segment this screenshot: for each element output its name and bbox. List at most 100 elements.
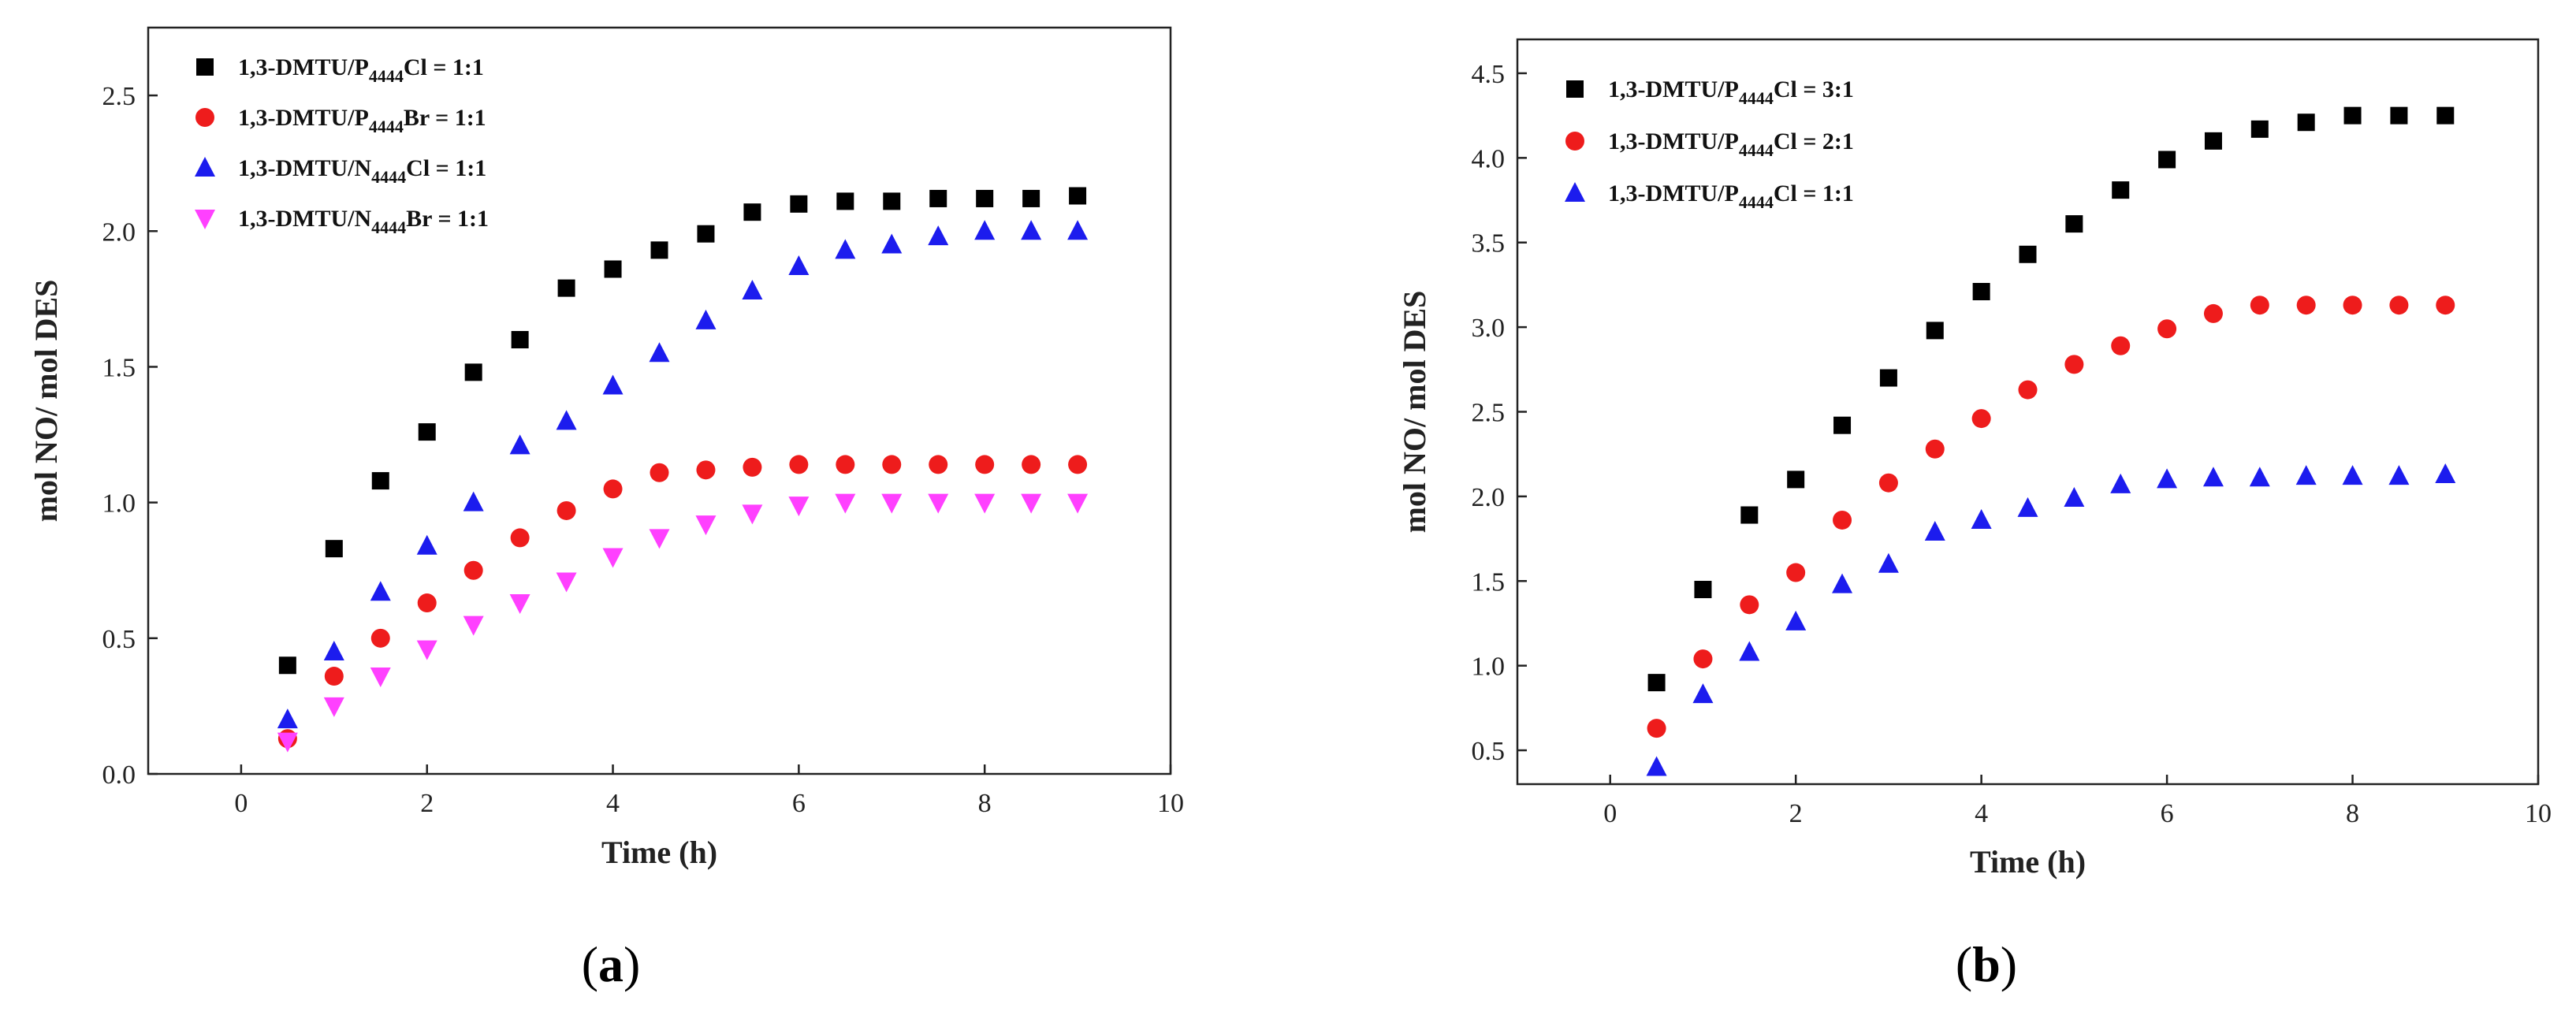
data-point — [742, 280, 763, 300]
data-point — [603, 479, 623, 499]
plot-frame-a — [147, 26, 1172, 775]
data-point — [2390, 106, 2408, 125]
y-tick-label: 4.5 — [1472, 60, 1506, 89]
data-point — [2157, 468, 2178, 489]
data-point — [695, 515, 717, 536]
data-point — [2250, 120, 2269, 138]
data-point — [1021, 220, 1042, 240]
y-tick-label: 1.5 — [102, 353, 136, 382]
data-point — [1740, 506, 1759, 524]
data-point — [1833, 510, 1852, 530]
series-1 — [278, 187, 1087, 675]
data-point — [835, 493, 856, 514]
data-point — [463, 560, 483, 580]
legend-label: 1,3-DMTU/N4444Br = 1:1 — [238, 206, 489, 237]
data-point — [881, 493, 903, 514]
data-point — [743, 203, 761, 221]
legend-label: 1,3-DMTU/P4444Cl = 1:1 — [1608, 180, 1854, 212]
data-point — [696, 460, 716, 480]
x-tick-label: 0 — [234, 789, 248, 818]
legend-label: 1,3-DMTU/P4444Cl = 2:1 — [1608, 128, 1854, 160]
y-tick-label: 1.0 — [1472, 653, 1506, 682]
data-point — [511, 331, 529, 349]
x-tick-label: 0 — [1603, 799, 1617, 828]
data-point — [975, 455, 995, 474]
y-axis-label: mol NO/ mol DES — [1397, 291, 1432, 534]
data-point — [974, 220, 996, 240]
x-tick-label: 2 — [420, 789, 434, 818]
data-point — [1878, 473, 1898, 493]
data-point — [881, 233, 903, 254]
y-tick-label: 3.5 — [1472, 229, 1506, 258]
data-point — [2158, 151, 2176, 169]
data-point — [2018, 380, 2038, 400]
data-point — [1971, 409, 1991, 429]
data-point — [790, 195, 808, 213]
x-axis-label: Time (h) — [601, 835, 717, 870]
data-point — [2296, 296, 2316, 315]
data-point — [557, 500, 576, 520]
y-tick-label: 4.0 — [1472, 144, 1506, 173]
data-point — [1647, 674, 1666, 692]
data-point — [883, 192, 901, 210]
panel-label-b: (b) — [1956, 936, 2017, 992]
data-point — [1021, 493, 1042, 514]
data-point — [509, 594, 530, 615]
data-point — [2112, 181, 2130, 199]
data-point — [974, 493, 996, 514]
data-point — [557, 279, 575, 297]
data-point — [1786, 563, 1806, 582]
data-point — [2110, 473, 2131, 493]
data-point — [1069, 187, 1087, 205]
data-point — [2295, 465, 2317, 485]
x-tick-label: 6 — [2161, 799, 2174, 828]
data-point — [2249, 467, 2270, 487]
data-point — [1924, 520, 1945, 541]
data-point — [650, 241, 668, 259]
chart-a: 0 2 4 6 8 10 0.0 0.5 1.0 1.5 2.0 2.5 Time (h) mol NO/… — [28, 26, 1184, 870]
chart-b: 0 2 4 6 8 10 0.5 1.0 1.5 2.0 2.5 3.0 3.5 4.0 4.5 Time (… — [1397, 38, 2552, 880]
data-point — [2064, 487, 2085, 508]
data-point — [1926, 322, 1944, 340]
data-point — [1647, 719, 1666, 738]
legend-label: 1,3-DMTU/P4444Br = 1:1 — [238, 105, 486, 136]
data-point — [416, 640, 437, 660]
data-point — [325, 540, 343, 558]
y-tick-label: 2.0 — [1472, 483, 1506, 512]
data-point — [1787, 470, 1805, 489]
data-point — [370, 581, 391, 601]
data-point — [604, 260, 622, 278]
data-point — [323, 641, 344, 661]
series-1 — [1647, 106, 2455, 692]
series-2 — [277, 455, 1088, 749]
data-point — [2065, 215, 2083, 233]
x-tick-label: 8 — [978, 789, 992, 818]
data-point — [371, 472, 389, 490]
x-tick-label: 10 — [2525, 799, 2552, 828]
y-tick-label: 0.5 — [1472, 737, 1506, 766]
data-point — [2389, 296, 2409, 315]
data-point — [1878, 552, 1899, 573]
data-point — [277, 732, 298, 753]
data-point — [463, 615, 484, 636]
data-point — [2017, 496, 2038, 517]
data-point — [370, 628, 390, 648]
data-point — [2342, 465, 2363, 485]
data-point — [2297, 113, 2315, 132]
data-point — [463, 491, 484, 511]
data-point — [789, 455, 809, 474]
x-tick-label: 8 — [2346, 799, 2359, 828]
data-point — [649, 342, 670, 363]
legend-marker — [195, 210, 215, 229]
data-point — [836, 192, 854, 210]
legend-marker — [195, 157, 215, 177]
data-point — [510, 528, 530, 548]
legend-marker — [195, 108, 214, 127]
data-point — [2202, 467, 2224, 487]
data-point — [417, 593, 437, 613]
data-point — [743, 457, 762, 477]
data-point — [2111, 336, 2131, 355]
y-tick-label: 1.5 — [1472, 567, 1506, 597]
data-point — [649, 529, 670, 549]
data-point — [416, 534, 437, 555]
